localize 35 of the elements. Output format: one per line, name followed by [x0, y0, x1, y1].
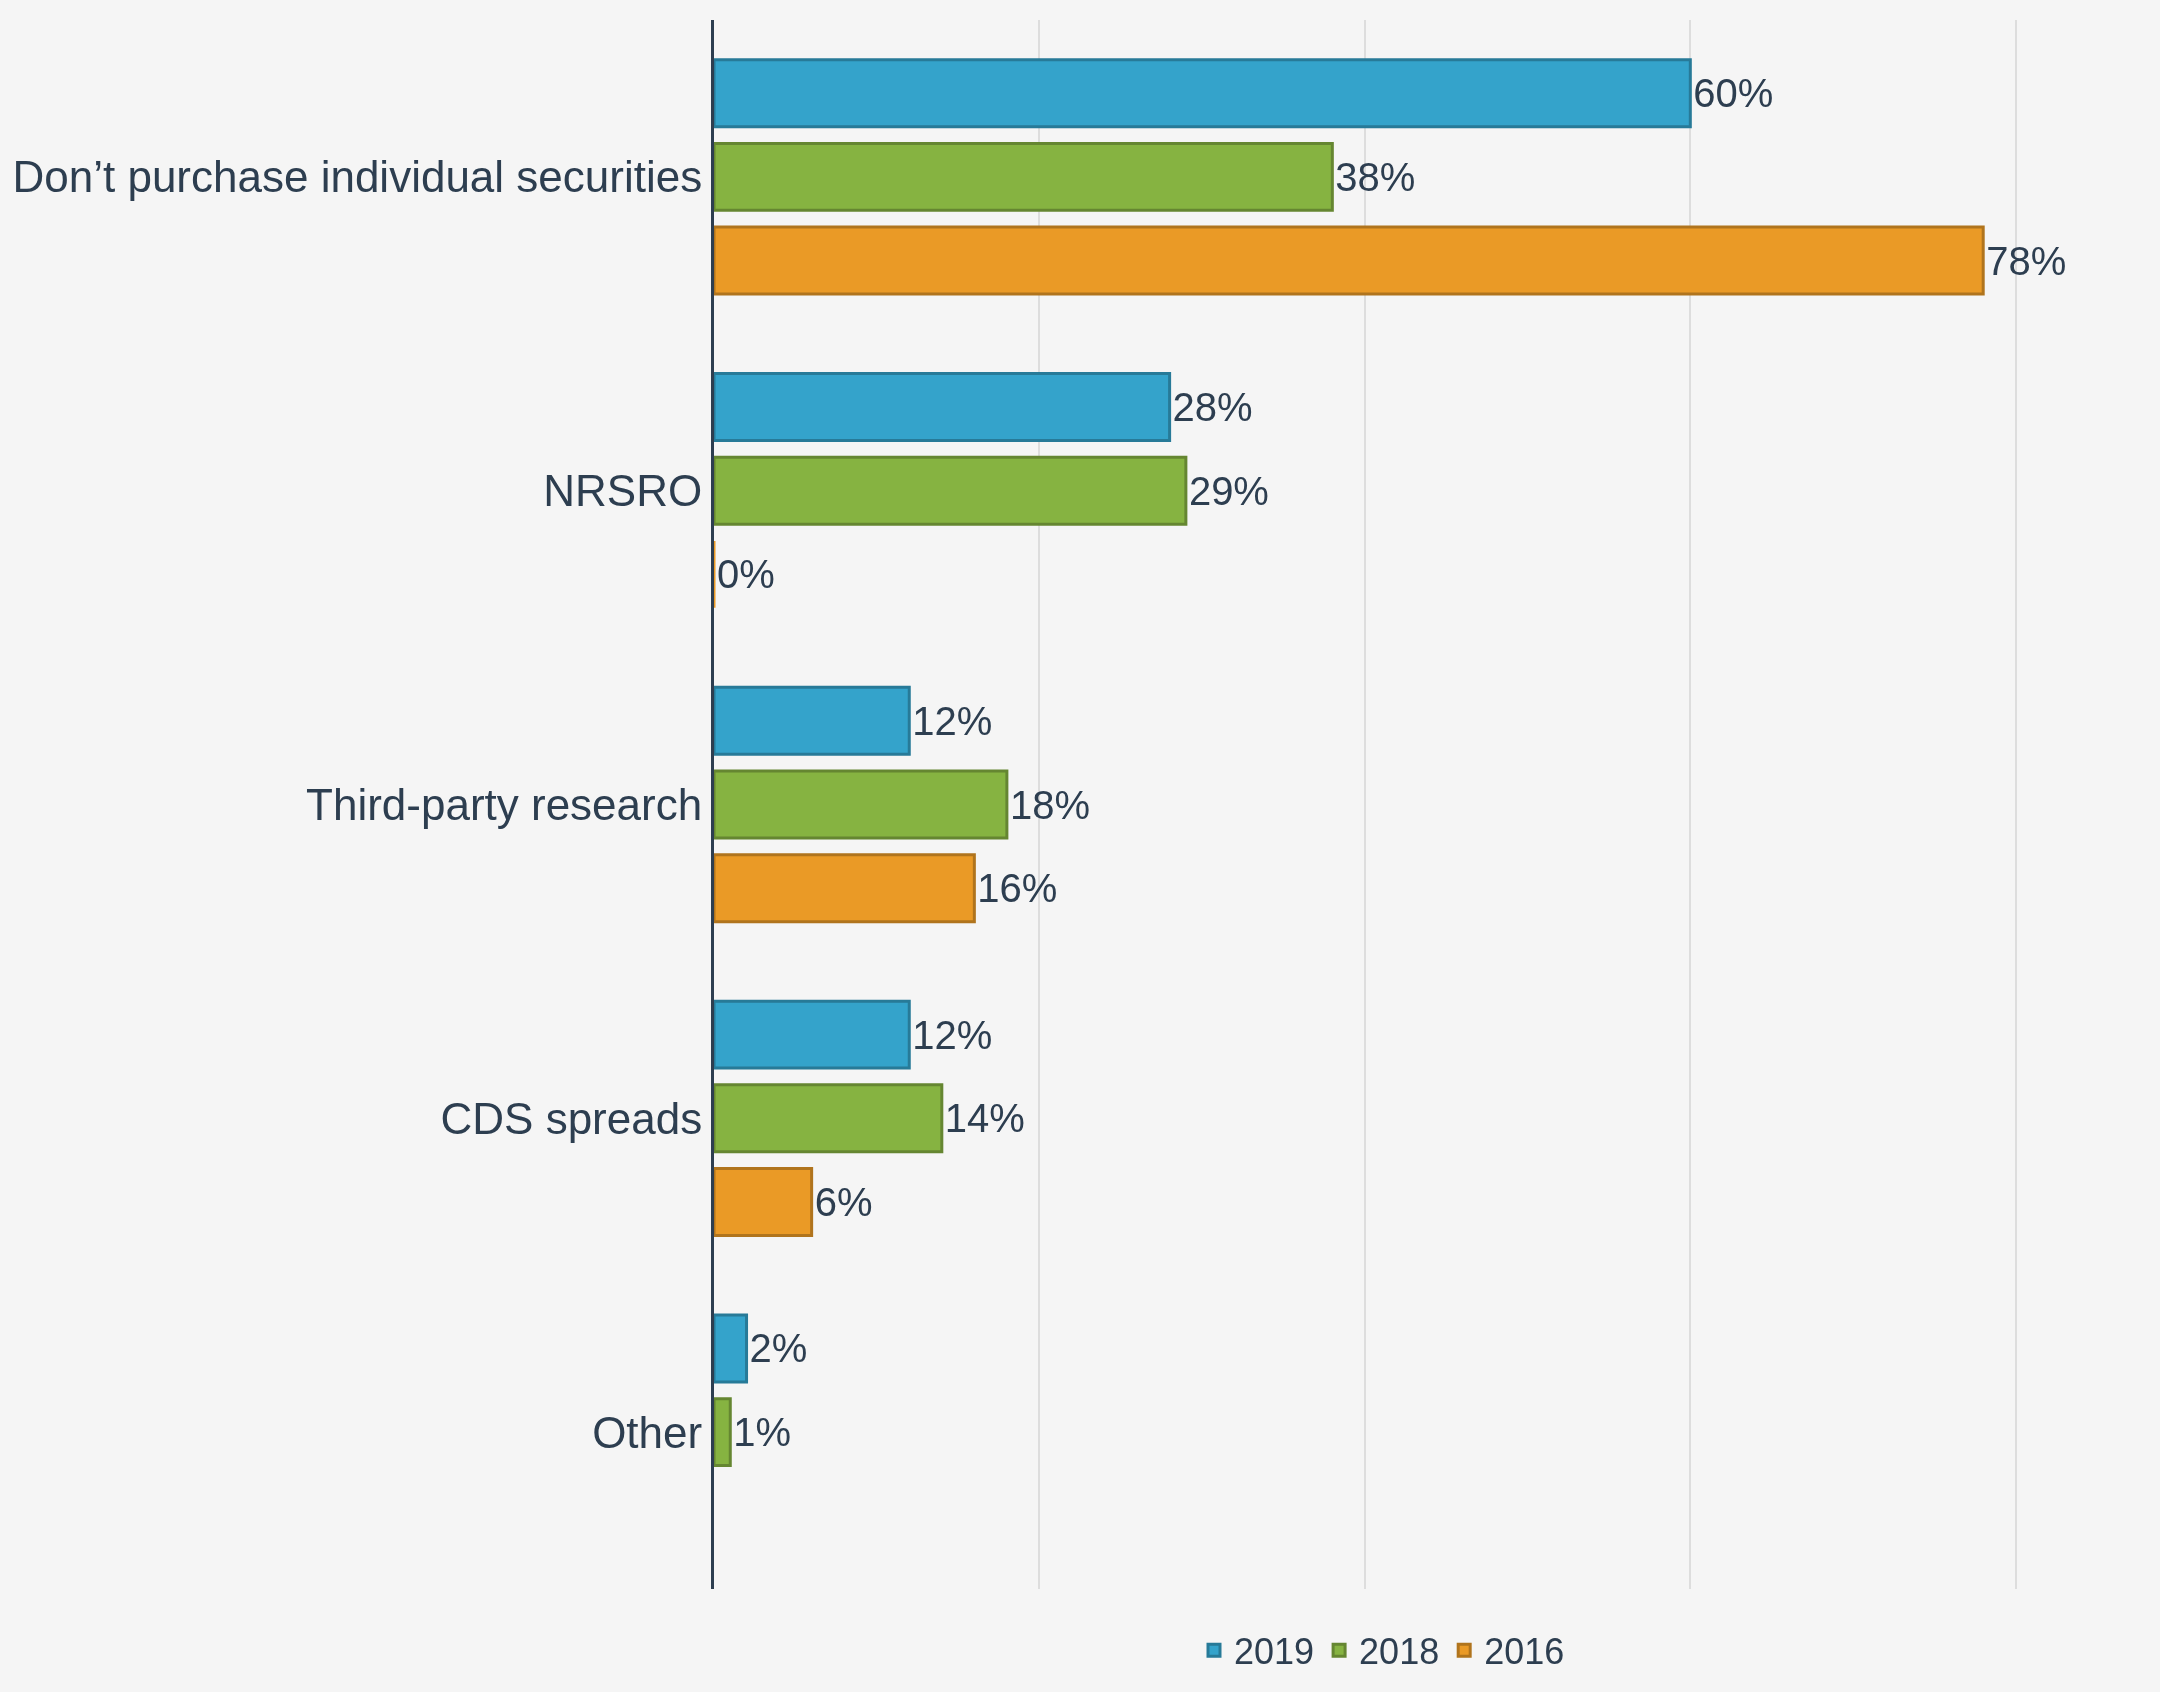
bar	[714, 372, 1172, 442]
bar	[714, 141, 1334, 212]
legend-label: 2018	[1359, 1631, 1440, 1673]
bar	[714, 999, 911, 1070]
data-label: 6%	[814, 1179, 873, 1224]
data-label: 14%	[944, 1096, 1025, 1141]
data-label: 1%	[733, 1410, 792, 1455]
y-tick-label: CDS spreads	[440, 1093, 703, 1143]
data-label: 12%	[912, 698, 993, 743]
data-label: 78%	[1986, 238, 2067, 283]
data-label: 16%	[977, 866, 1058, 911]
y-tick-label: Other	[592, 1407, 703, 1457]
data-label: 28%	[1172, 385, 1253, 430]
data-label: 18%	[1009, 782, 1090, 827]
bar	[714, 685, 911, 756]
data-label: 29%	[1188, 468, 1269, 513]
data-label: 38%	[1335, 154, 1416, 199]
bar	[714, 455, 1188, 526]
y-tick-label: Third-party research	[306, 779, 703, 829]
legend-label: 2019	[1234, 1631, 1315, 1673]
bar	[714, 1167, 814, 1237]
legend-label: 2016	[1484, 1631, 1565, 1673]
bar	[714, 225, 1985, 296]
data-label: 2%	[749, 1326, 808, 1371]
bar	[714, 769, 1009, 840]
bar	[714, 1313, 749, 1384]
y-tick-label: NRSRO	[543, 466, 703, 516]
bar	[714, 58, 1692, 129]
y-tick-label: Don’t purchase individual securities	[12, 152, 703, 202]
data-label: 60%	[1693, 71, 1774, 116]
bar	[714, 853, 976, 924]
bar	[714, 1397, 732, 1468]
data-label: 0%	[717, 552, 775, 597]
data-label: 12%	[912, 1012, 993, 1057]
bar	[714, 1083, 944, 1154]
